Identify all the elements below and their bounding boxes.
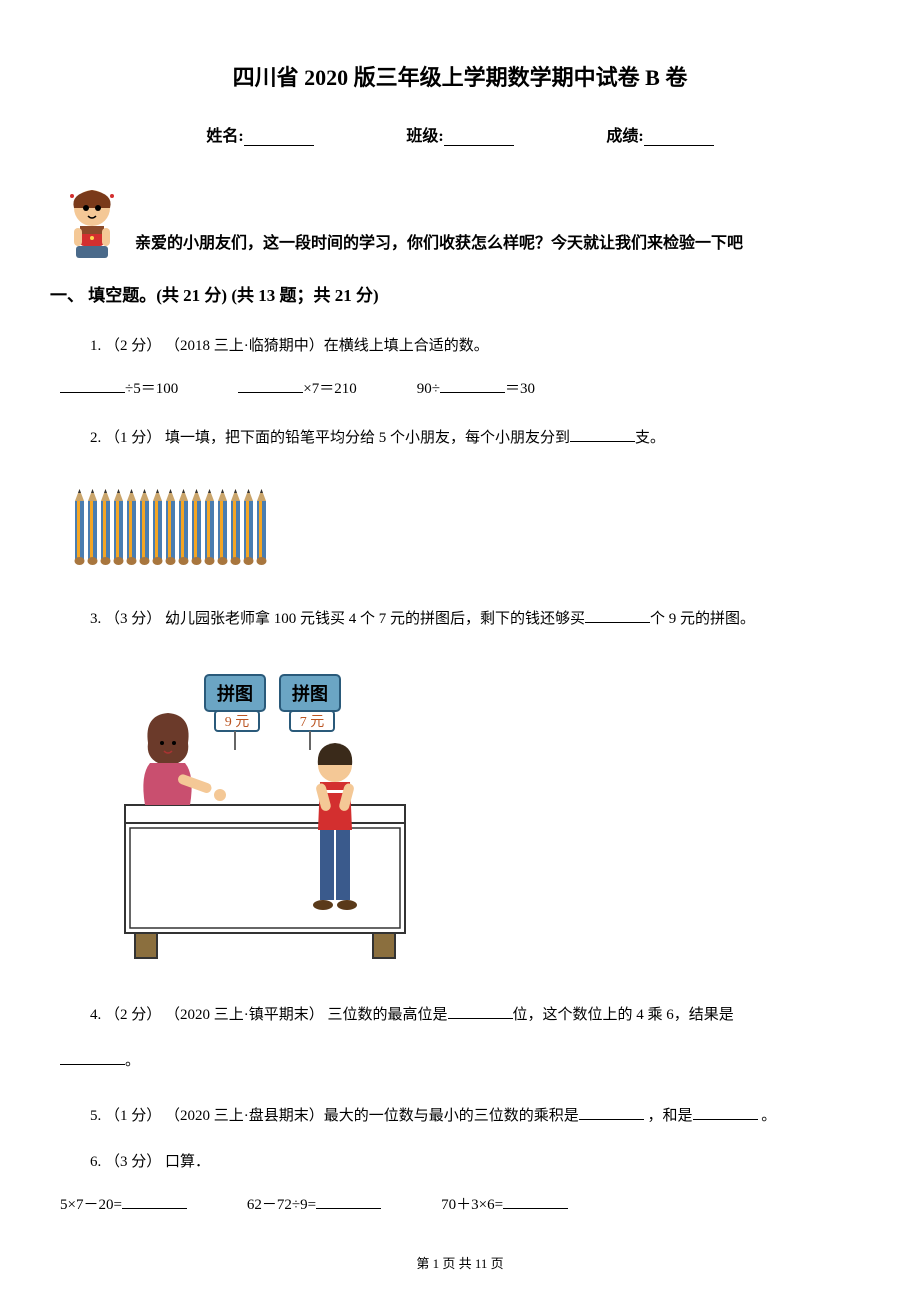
score-label: 成绩: bbox=[606, 128, 643, 145]
name-label: 姓名: bbox=[206, 128, 243, 145]
q1-eq3: 90÷＝30 bbox=[417, 377, 535, 398]
q1-eq1: ÷5＝100 bbox=[60, 377, 178, 398]
intro-row: 亲爱的小朋友们，这一段时间的学习，你们收获怎么样呢？今天就让我们来检验一下吧 bbox=[60, 186, 860, 261]
q6-c1: 5×7－20= bbox=[60, 1193, 187, 1214]
class-field: 班级: bbox=[406, 122, 513, 146]
pencils-image bbox=[70, 484, 280, 569]
question-3: 3. （3 分） 幼儿园张老师拿 100 元钱买 4 个 7 元的拼图后，剩下的… bbox=[90, 604, 860, 634]
question-1: 1. （2 分） （2018 三上·临猗期中）在横线上填上合适的数。 bbox=[90, 331, 860, 361]
q6-calcs: 5×7－20= 62－72÷9= 70＋3×6= bbox=[60, 1193, 860, 1214]
q6-c3: 70＋3×6= bbox=[441, 1193, 568, 1214]
score-blank bbox=[644, 130, 714, 146]
page-title: 四川省 2020 版三年级上学期数学期中试卷 B 卷 bbox=[60, 60, 860, 92]
name-field: 姓名: bbox=[206, 122, 313, 146]
intro-text: 亲爱的小朋友们，这一段时间的学习，你们收获怎么样呢？今天就让我们来检验一下吧 bbox=[135, 229, 743, 261]
shop-image: 拼图 9 元 拼图 7 元 bbox=[120, 665, 410, 965]
question-4-cont: 。 bbox=[60, 1046, 860, 1076]
name-blank bbox=[244, 130, 314, 146]
score-field: 成绩: bbox=[606, 122, 713, 146]
mascot-icon bbox=[60, 186, 125, 261]
question-6: 6. （3 分） 口算． bbox=[90, 1147, 860, 1177]
svg-text:7 元: 7 元 bbox=[300, 715, 325, 730]
q6-c2: 62－72÷9= bbox=[247, 1193, 381, 1214]
info-row: 姓名: 班级: 成绩: bbox=[60, 122, 860, 146]
question-4: 4. （2 分） （2020 三上·镇平期末） 三位数的最高位是位，这个数位上的… bbox=[90, 1000, 860, 1030]
svg-text:拼图: 拼图 bbox=[217, 683, 253, 704]
q1-equations: ÷5＝100 ×7＝210 90÷＝30 bbox=[60, 377, 860, 398]
class-blank bbox=[444, 130, 514, 146]
question-5: 5. （1 分） （2020 三上·盘县期末）最大的一位数与最小的三位数的乘积是… bbox=[90, 1101, 860, 1131]
question-2: 2. （1 分） 填一填，把下面的铅笔平均分给 5 个小朋友，每个小朋友分到支。 bbox=[90, 423, 860, 453]
svg-text:拼图: 拼图 bbox=[292, 683, 328, 704]
section-header: 一、 填空题。(共 21 分) (共 13 题；共 21 分) bbox=[50, 281, 860, 306]
page-footer: 第 1 页 共 11 页 bbox=[0, 1253, 920, 1272]
class-label: 班级: bbox=[406, 128, 443, 145]
q1-eq2: ×7＝210 bbox=[238, 377, 356, 398]
svg-text:9 元: 9 元 bbox=[225, 715, 250, 730]
